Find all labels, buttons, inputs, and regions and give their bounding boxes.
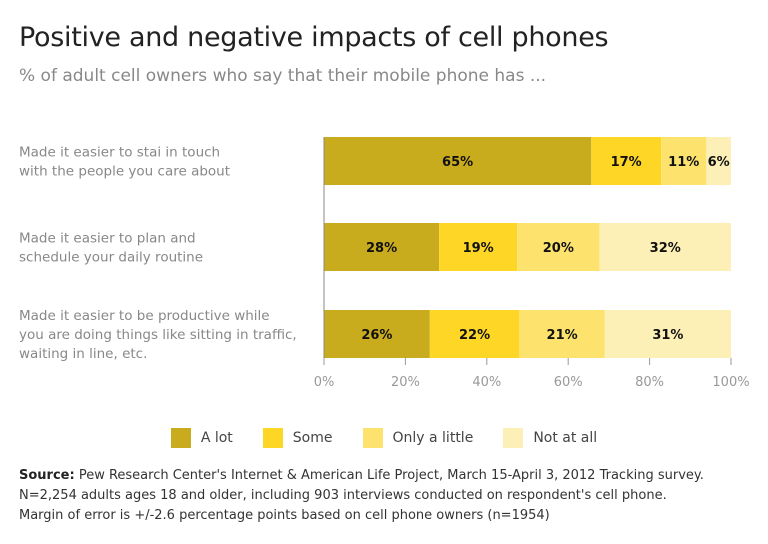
legend-item: Only a little [362, 428, 474, 448]
data-label: 19% [463, 241, 494, 256]
category-label: you are doing things like sitting in tra… [19, 327, 297, 343]
legend-swatch [262, 428, 283, 448]
bar-segment-not-at-all [604, 310, 731, 358]
category-label: with the people you care about [19, 164, 230, 180]
bar-segment-not-at-all [706, 137, 731, 185]
category-label: schedule your daily routine [19, 250, 203, 266]
stacked-bar-chart: Made it easier to stai in touch with the … [19, 137, 750, 390]
data-label: 31% [652, 328, 683, 343]
data-label: 26% [361, 328, 392, 343]
data-label: 20% [543, 241, 574, 256]
legend-label: Some [292, 430, 333, 446]
chart-subtitle: % of adult cell owners who say that thei… [19, 66, 547, 86]
legend: A lot Some Only a little Not at all [0, 428, 768, 448]
chart-title: Positive and negative impacts of cell ph… [19, 22, 609, 53]
bar-segment-only-a-little [517, 223, 600, 271]
bar-segment-some [429, 310, 520, 358]
x-tick-label: 20% [391, 375, 420, 390]
x-tick-label: 80% [635, 375, 664, 390]
bar-segment-some [439, 223, 518, 271]
legend-swatch [170, 428, 191, 448]
legend-swatch [503, 428, 524, 448]
source-label: Source: [19, 468, 75, 483]
bar-segment-some [591, 137, 662, 185]
legend-label: Only a little [392, 430, 474, 446]
legend-swatch [362, 428, 383, 448]
data-label: 65% [442, 155, 473, 170]
category-label: Made it easier to stai in touch [19, 145, 220, 161]
bar-segment-only-a-little [519, 310, 605, 358]
data-label: 6% [708, 155, 730, 170]
x-tick-label: 40% [472, 375, 501, 390]
data-label: 17% [611, 155, 642, 170]
bar-segment-not-at-all [599, 223, 731, 271]
category-label: Made it easier to plan and [19, 231, 196, 247]
legend-label: A lot [200, 430, 233, 446]
category-label: waiting in line, etc. [19, 346, 147, 362]
legend-item: A lot [170, 428, 233, 448]
bar-segment-a-lot [324, 223, 440, 271]
x-tick-label: 100% [712, 375, 749, 390]
legend-item: Some [262, 428, 333, 448]
category-label: Made it easier to be productive while [19, 308, 270, 324]
bar-segment-a-lot [324, 310, 430, 358]
bar-segment-a-lot [324, 137, 592, 185]
x-tick-label: 0% [314, 375, 335, 390]
legend-item: Not at all [503, 428, 597, 448]
data-label: 22% [459, 328, 490, 343]
data-label: 28% [366, 241, 397, 256]
data-label: 21% [547, 328, 578, 343]
source-line-1: Pew Research Center's Internet & America… [78, 468, 704, 483]
source-line-2: N=2,254 adults ages 18 and older, includ… [19, 488, 667, 503]
bar-segment-only-a-little [661, 137, 707, 185]
legend-label: Not at all [533, 430, 598, 446]
source-line-3: Margin of error is +/-2.6 percentage poi… [19, 508, 550, 523]
data-label: 11% [668, 155, 699, 170]
data-label: 32% [650, 241, 681, 256]
x-tick-label: 60% [554, 375, 583, 390]
source-note: Source: Pew Research Center's Internet &… [19, 466, 759, 526]
